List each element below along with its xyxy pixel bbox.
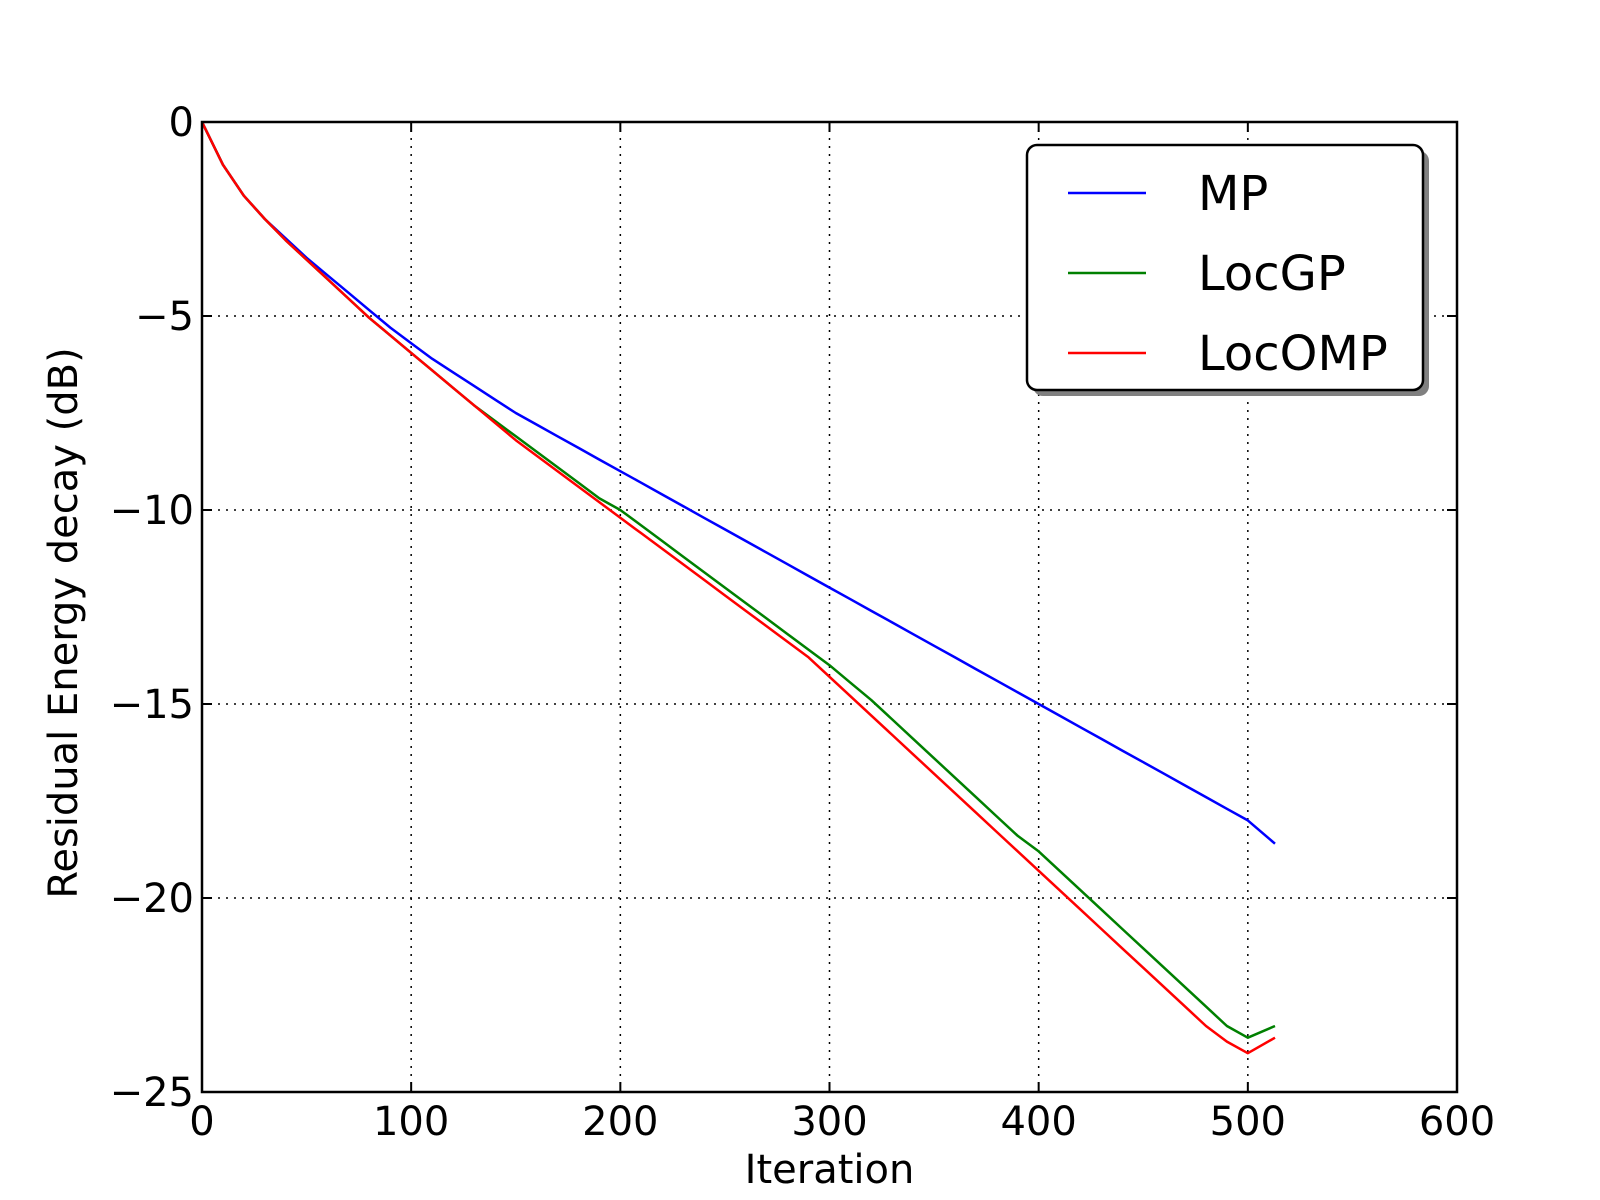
series-line-locomp (200, 121, 1276, 1055)
y-tick-label: 0 (169, 100, 194, 146)
legend-label-mp: MP (1198, 166, 1268, 222)
legend-label-locomp: LocOMP (1198, 326, 1388, 382)
legend-items: MP LocGP LocOMP (1068, 166, 1388, 382)
y-tick-label: −5 (135, 294, 194, 340)
series-layer (200, 121, 1276, 1055)
x-tick-label: 100 (373, 1099, 449, 1145)
x-tick-label: 0 (189, 1099, 214, 1145)
y-tick-label: −15 (110, 682, 194, 728)
y-tick-label: −25 (110, 1070, 194, 1116)
x-tick-label: 600 (1419, 1099, 1495, 1145)
legend: MP LocGP LocOMP (1025, 143, 1429, 396)
x-tick-label: 300 (791, 1099, 867, 1145)
x-tick-label: 400 (1000, 1099, 1076, 1145)
x-axis-label: Iteration (745, 1147, 915, 1193)
y-tick-label: −20 (110, 876, 194, 922)
axis-ticks (201, 121, 1458, 1093)
x-tick-label: 200 (582, 1099, 658, 1145)
y-axis-label: Residual Energy decay (dB) (41, 347, 87, 898)
legend-label-locgp: LocGP (1198, 246, 1346, 302)
x-tick-label: 500 (1210, 1099, 1286, 1145)
legend-box (1025, 143, 1425, 392)
series-line-mp (200, 121, 1276, 845)
tick-labels: 0 100 200 300 400 500 600 0 −5 −10 −15 −20 −25 (110, 100, 1496, 1145)
y-tick-label: −10 (110, 488, 194, 534)
